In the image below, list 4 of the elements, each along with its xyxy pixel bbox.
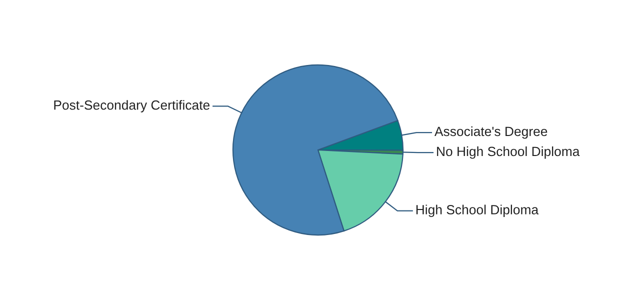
- slice-label: Post-Secondary Certificate: [54, 100, 210, 112]
- slice-label: No High School Diploma: [437, 146, 580, 159]
- slice-label: Associate's Degree: [434, 126, 548, 139]
- slice-label: High School Diploma: [416, 204, 539, 217]
